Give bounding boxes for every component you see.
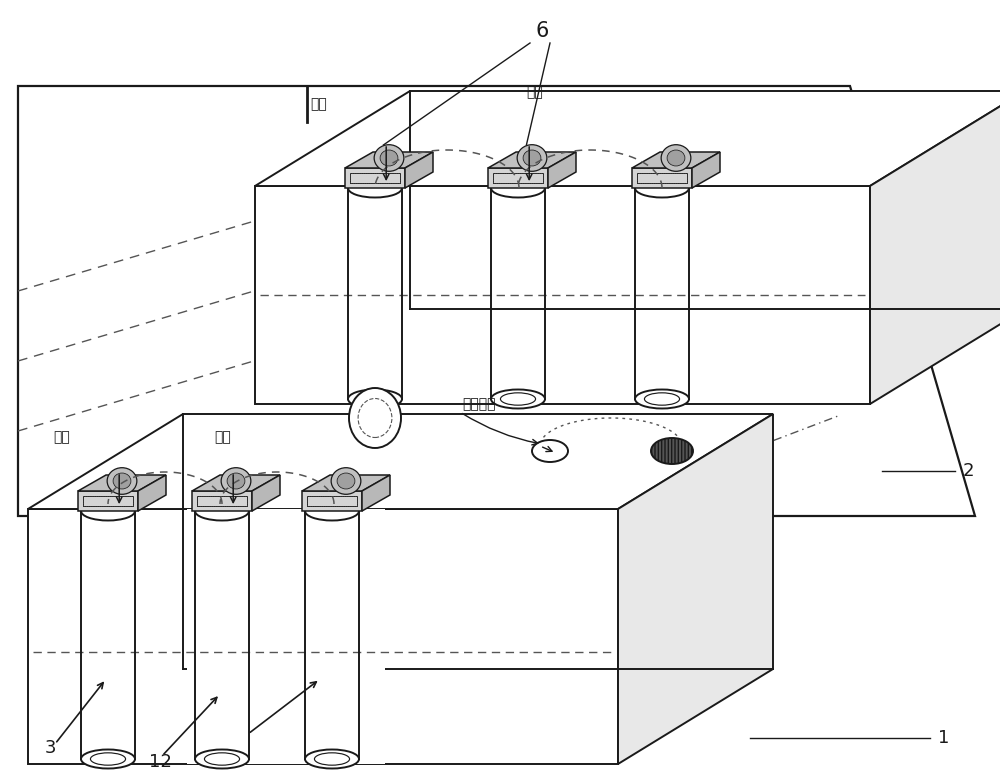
Polygon shape [488, 152, 576, 168]
Ellipse shape [500, 393, 536, 405]
Polygon shape [405, 152, 433, 188]
Polygon shape [187, 509, 385, 764]
Polygon shape [192, 475, 280, 491]
Ellipse shape [81, 501, 135, 521]
Polygon shape [302, 475, 390, 491]
Polygon shape [345, 152, 433, 168]
Text: 12: 12 [149, 753, 171, 771]
Polygon shape [78, 475, 166, 491]
Ellipse shape [305, 501, 359, 521]
Text: 耦合噪声: 耦合噪声 [462, 397, 496, 411]
Ellipse shape [227, 473, 245, 489]
Ellipse shape [349, 388, 401, 448]
Polygon shape [870, 91, 1000, 404]
Ellipse shape [644, 393, 680, 405]
Ellipse shape [305, 750, 359, 768]
Ellipse shape [107, 468, 137, 494]
Text: 端口: 端口 [214, 430, 231, 444]
Polygon shape [362, 475, 390, 511]
Ellipse shape [523, 150, 541, 166]
Ellipse shape [374, 144, 404, 171]
Text: 6: 6 [535, 21, 549, 41]
Ellipse shape [491, 390, 545, 408]
Ellipse shape [337, 473, 355, 489]
Polygon shape [18, 86, 975, 516]
Polygon shape [78, 491, 138, 511]
Text: 3: 3 [44, 739, 56, 757]
Ellipse shape [357, 393, 393, 405]
Ellipse shape [667, 150, 685, 166]
Ellipse shape [331, 468, 361, 494]
Polygon shape [252, 475, 280, 511]
Ellipse shape [348, 178, 402, 198]
Ellipse shape [661, 144, 691, 171]
Ellipse shape [195, 501, 249, 521]
Polygon shape [618, 414, 773, 764]
Polygon shape [28, 414, 773, 509]
Ellipse shape [635, 390, 689, 408]
Polygon shape [345, 168, 405, 188]
Polygon shape [192, 491, 252, 511]
Ellipse shape [314, 753, 350, 765]
Text: 端口: 端口 [53, 430, 70, 444]
Polygon shape [692, 152, 720, 188]
Ellipse shape [380, 150, 398, 166]
Ellipse shape [204, 753, 240, 765]
Ellipse shape [635, 178, 689, 198]
Polygon shape [255, 91, 1000, 186]
Polygon shape [302, 491, 362, 511]
Text: 端口: 端口 [310, 97, 327, 111]
Polygon shape [138, 475, 166, 511]
Polygon shape [488, 168, 548, 188]
Polygon shape [255, 186, 870, 404]
Ellipse shape [517, 144, 547, 171]
Polygon shape [28, 509, 618, 764]
Ellipse shape [81, 750, 135, 768]
Text: 1: 1 [938, 729, 949, 747]
Text: 2: 2 [963, 462, 975, 480]
Polygon shape [632, 152, 720, 168]
Polygon shape [548, 152, 576, 188]
Ellipse shape [491, 178, 545, 198]
Text: 端口: 端口 [526, 85, 543, 99]
Ellipse shape [113, 473, 131, 489]
Ellipse shape [651, 438, 693, 464]
Ellipse shape [348, 390, 402, 408]
Polygon shape [632, 168, 692, 188]
Ellipse shape [532, 440, 568, 462]
Ellipse shape [90, 753, 126, 765]
Ellipse shape [221, 468, 251, 494]
Ellipse shape [195, 750, 249, 768]
